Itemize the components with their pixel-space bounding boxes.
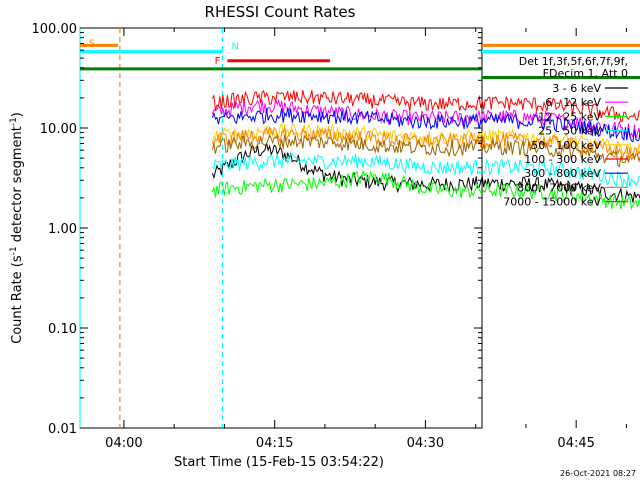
x-tick-label: 04:45 bbox=[557, 436, 594, 451]
y-label-mid: detector segment bbox=[10, 126, 25, 246]
y-axis: 0.01 0.10 1.00 10.00 100.00 bbox=[32, 22, 482, 437]
series-line-6-12-kev bbox=[211, 98, 640, 139]
y-label-sup-2: -1 bbox=[9, 117, 19, 126]
x-tick-label: 04:00 bbox=[105, 436, 142, 451]
legend-label-800-7000-kev: 800 - 7000 keV bbox=[517, 181, 601, 194]
series-line-25-50-kev bbox=[212, 152, 640, 188]
y-tick-label: 10.00 bbox=[40, 122, 77, 137]
vertical-markers bbox=[79, 28, 224, 428]
annotation-label-s: S bbox=[89, 38, 95, 49]
y-label-end: ) bbox=[10, 112, 25, 117]
annotation-bars: SNFRD0RD6 bbox=[80, 38, 640, 79]
series-line-800-7000-kev bbox=[211, 125, 640, 161]
series-line-12-25-kev bbox=[211, 169, 640, 211]
plot-frame bbox=[79, 27, 483, 429]
legend-label-12-25-kev: 12 - 25 keV bbox=[538, 110, 601, 123]
annotation-label-n: N bbox=[231, 42, 238, 53]
legend-label-7000-15000-kev: 7000 - 15000 keV bbox=[503, 196, 601, 209]
y-tick-label: 1.00 bbox=[48, 222, 77, 237]
series-line-3-6-kev bbox=[211, 142, 640, 204]
series-line-300-800-kev bbox=[211, 108, 640, 143]
legend-label-6-12-kev: 6 - 12 keV bbox=[545, 96, 601, 109]
legend-header-line: Det 1f,3f,5f,6f,7f,9f, bbox=[519, 55, 628, 68]
y-tick-label: 0.01 bbox=[48, 422, 77, 437]
series-line-50-100-kev bbox=[211, 122, 640, 159]
chart-title: RHESSI Count Rates bbox=[205, 3, 356, 21]
y-label-main: Count Rate (s bbox=[10, 255, 25, 344]
y-tick-label: 0.10 bbox=[48, 322, 77, 337]
series-layer bbox=[211, 89, 640, 211]
series-line-7000-15000-kev bbox=[211, 133, 640, 168]
legend-label-300-800-kev: 300 - 800 keV bbox=[524, 167, 601, 180]
footer-date: 26-Oct-2021 08:27 bbox=[560, 469, 636, 478]
y-axis-label: Count Rate (s-1 detector segment-1) bbox=[9, 112, 25, 344]
annotation-label-f: F bbox=[215, 56, 221, 67]
legend-label-3-6-kev: 3 - 6 keV bbox=[552, 82, 601, 95]
x-tick-label: 04:30 bbox=[407, 436, 444, 451]
legend-label-25-50-kev: 25 - 50 keV bbox=[538, 125, 601, 138]
series-line-100-300-kev bbox=[211, 89, 640, 123]
x-axis-label: Start Time (15-Feb-15 03:54:22) bbox=[174, 455, 384, 470]
y-label-sup-1: -1 bbox=[9, 246, 19, 255]
x-tick-label: 04:15 bbox=[256, 436, 293, 451]
legend-label-50-100-kev: 50 - 100 keV bbox=[531, 139, 601, 152]
y-tick-label: 100.00 bbox=[32, 22, 78, 37]
legend-label-100-300-kev: 100 - 300 keV bbox=[524, 153, 601, 166]
legend-header-line: FDecim 1, Att 0 bbox=[543, 67, 628, 80]
legend: Det 1f,3f,5f,6f,7f,9f,FDecim 1, Att 0 3 -… bbox=[503, 55, 628, 209]
